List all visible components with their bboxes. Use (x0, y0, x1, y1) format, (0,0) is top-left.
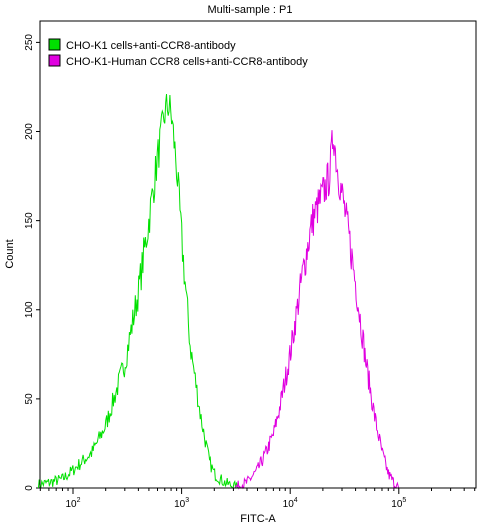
y-tick-label: 100 (24, 301, 35, 318)
series-line-1 (37, 93, 242, 489)
x-tick-label: 102 (65, 497, 80, 510)
legend-label-1: CHO-K1 cells+anti-CCR8-antibody (66, 40, 236, 52)
x-tick-label: 104 (283, 497, 298, 510)
legend: CHO-K1 cells+anti-CCR8-antibody CHO-K1-H… (48, 38, 308, 68)
x-tick-label: 105 (391, 497, 406, 510)
chart-title: Multi-sample : P1 (208, 4, 293, 16)
plot-series (37, 93, 400, 490)
y-tick-label: 200 (24, 123, 35, 140)
x-tick-label: 103 (174, 497, 189, 510)
series-line-2 (233, 130, 400, 490)
y-tick-label: 250 (24, 34, 35, 51)
legend-label-2: CHO-K1-Human CCR8 cells+anti-CCR8-antibo… (66, 56, 308, 68)
x-axis: 102 103 104 105 (39, 488, 476, 510)
y-tick-label: 150 (24, 212, 35, 229)
plot-frame (39, 20, 477, 489)
legend-swatch-1 (48, 38, 61, 51)
y-tick-label: 0 (24, 485, 35, 491)
y-tick-label: 50 (24, 393, 35, 405)
y-axis: 0 50 100 150 200 250 (24, 34, 40, 491)
x-axis-label: FITC-A (240, 513, 276, 525)
legend-swatch-2 (48, 54, 61, 67)
y-axis-label: Count (4, 239, 16, 268)
